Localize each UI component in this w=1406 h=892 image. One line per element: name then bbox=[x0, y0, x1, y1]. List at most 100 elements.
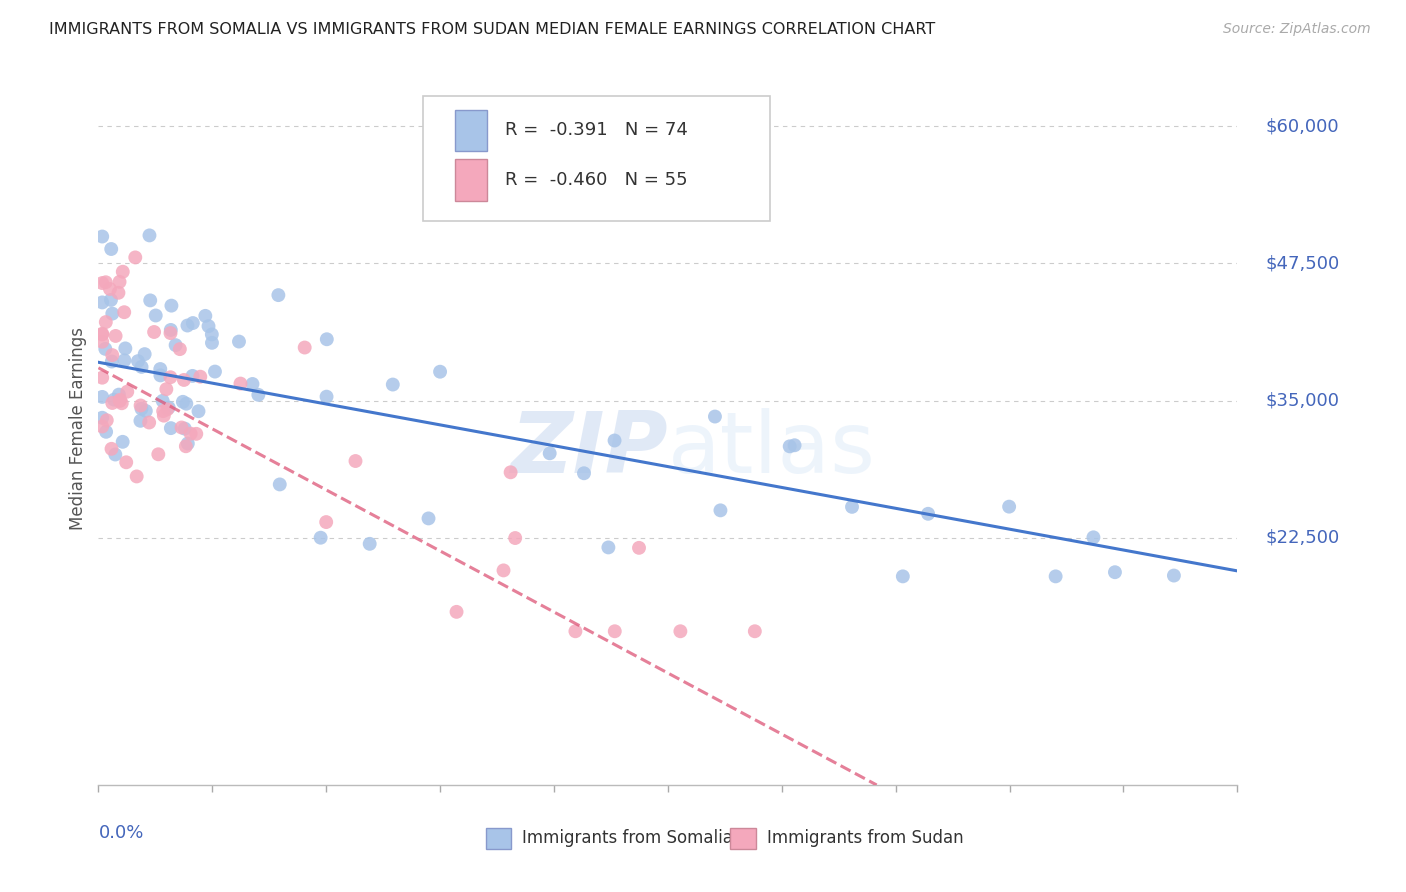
Point bbox=[429, 365, 451, 379]
Point bbox=[100, 242, 122, 256]
Point bbox=[229, 376, 252, 391]
Point bbox=[194, 309, 217, 323]
Point bbox=[603, 434, 626, 448]
Point bbox=[94, 342, 117, 356]
Bar bbox=[456, 160, 486, 201]
Point bbox=[160, 421, 183, 435]
Bar bbox=[456, 110, 486, 151]
Point bbox=[134, 347, 156, 361]
Point bbox=[917, 507, 939, 521]
Point bbox=[709, 503, 731, 517]
Point bbox=[101, 348, 124, 362]
Point bbox=[91, 276, 114, 290]
Point bbox=[779, 439, 801, 453]
Point bbox=[124, 251, 146, 265]
Point bbox=[149, 368, 172, 383]
Point bbox=[294, 341, 316, 355]
Point bbox=[115, 455, 138, 469]
Point bbox=[156, 402, 179, 417]
Point bbox=[129, 399, 152, 413]
Text: atlas: atlas bbox=[668, 408, 876, 491]
Text: R =  -0.460   N = 55: R = -0.460 N = 55 bbox=[505, 171, 688, 189]
Point bbox=[538, 446, 561, 460]
Point bbox=[744, 624, 766, 639]
Point bbox=[94, 315, 117, 329]
Point bbox=[503, 531, 526, 545]
Text: 0.0%: 0.0% bbox=[98, 824, 143, 842]
Point bbox=[91, 327, 114, 342]
Point bbox=[242, 376, 264, 391]
Point bbox=[117, 384, 139, 399]
Text: $47,500: $47,500 bbox=[1265, 254, 1340, 272]
Point bbox=[176, 397, 198, 411]
Point bbox=[564, 624, 586, 639]
Point bbox=[100, 293, 122, 307]
Point bbox=[418, 511, 440, 525]
Point bbox=[108, 394, 131, 409]
Point bbox=[181, 316, 204, 330]
Bar bbox=[731, 828, 755, 849]
Point bbox=[101, 354, 124, 368]
Point bbox=[201, 327, 224, 342]
Point bbox=[138, 416, 160, 430]
Point bbox=[186, 426, 208, 441]
Point bbox=[91, 410, 114, 425]
Point bbox=[112, 353, 135, 368]
Point bbox=[91, 295, 114, 310]
Point bbox=[204, 365, 226, 379]
Point bbox=[152, 393, 174, 408]
Point bbox=[157, 401, 180, 415]
Point bbox=[572, 467, 595, 481]
Point bbox=[104, 448, 127, 462]
Point bbox=[108, 387, 131, 401]
Point bbox=[267, 288, 290, 302]
Point bbox=[381, 377, 404, 392]
Point bbox=[197, 319, 219, 334]
Point bbox=[111, 265, 134, 279]
Point bbox=[139, 293, 162, 308]
Point bbox=[159, 326, 181, 340]
Point bbox=[998, 500, 1021, 514]
Point bbox=[159, 370, 181, 384]
Point bbox=[174, 439, 197, 453]
Point bbox=[100, 442, 122, 456]
Point bbox=[91, 326, 114, 341]
Point bbox=[96, 413, 118, 427]
Point bbox=[101, 396, 124, 410]
Point bbox=[138, 228, 160, 243]
Point bbox=[91, 229, 114, 244]
Point bbox=[165, 338, 187, 352]
Point bbox=[1104, 565, 1126, 579]
Point bbox=[108, 275, 131, 289]
Point bbox=[103, 392, 125, 407]
Point bbox=[446, 605, 468, 619]
Point bbox=[148, 447, 170, 461]
Point bbox=[107, 285, 129, 300]
Text: $60,000: $60,000 bbox=[1265, 117, 1340, 136]
Y-axis label: Median Female Earnings: Median Female Earnings bbox=[69, 326, 87, 530]
Bar bbox=[485, 828, 510, 849]
Point bbox=[187, 404, 209, 418]
Point bbox=[160, 299, 183, 313]
Point bbox=[152, 404, 174, 418]
Point bbox=[188, 369, 211, 384]
Text: $22,500: $22,500 bbox=[1265, 529, 1340, 547]
Point bbox=[176, 318, 198, 333]
Point bbox=[1083, 530, 1105, 544]
Point bbox=[91, 419, 114, 434]
Point bbox=[91, 370, 114, 384]
Point bbox=[181, 368, 204, 383]
Point bbox=[891, 569, 914, 583]
Point bbox=[269, 477, 291, 491]
Point bbox=[627, 541, 650, 555]
Text: Source: ZipAtlas.com: Source: ZipAtlas.com bbox=[1223, 22, 1371, 37]
Point bbox=[149, 362, 172, 376]
Point bbox=[112, 305, 135, 319]
Point bbox=[125, 469, 148, 483]
Point bbox=[315, 515, 337, 529]
Point bbox=[101, 307, 124, 321]
Point bbox=[94, 275, 117, 289]
Point bbox=[309, 531, 332, 545]
Point bbox=[131, 359, 153, 374]
Point bbox=[91, 334, 114, 349]
